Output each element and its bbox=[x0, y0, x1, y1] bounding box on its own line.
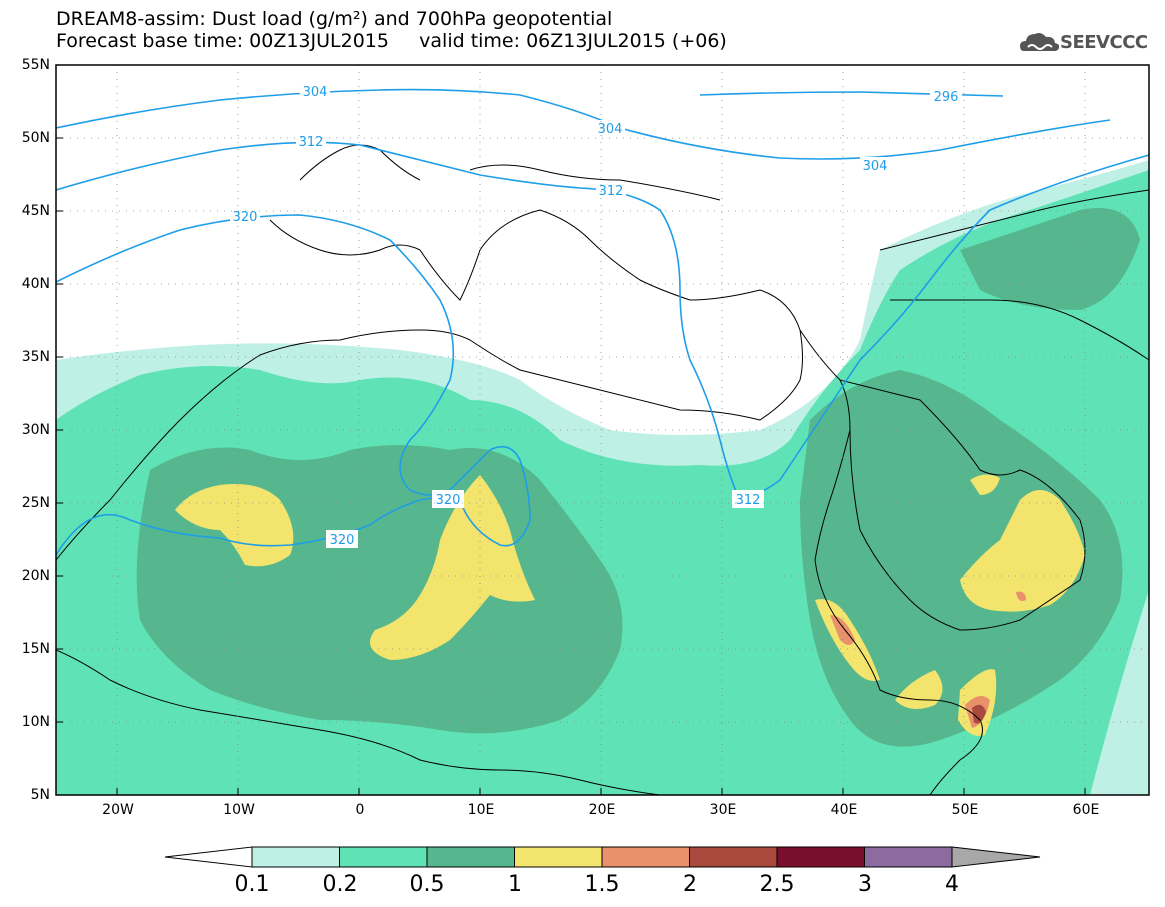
contour-label: 312 bbox=[736, 493, 761, 508]
lat-label: 20N bbox=[21, 568, 50, 584]
lon-label: 30E bbox=[709, 802, 737, 818]
colorbar-label: 1 bbox=[508, 872, 522, 897]
colorbar-label: 0.5 bbox=[409, 872, 445, 897]
contour-label-bg bbox=[230, 83, 962, 548]
lat-label: 45N bbox=[21, 203, 50, 219]
colorbar-label: 0.1 bbox=[234, 872, 270, 897]
colorbar-label: 2 bbox=[683, 872, 697, 897]
lat-label: 25N bbox=[21, 495, 50, 511]
lon-label: 10E bbox=[467, 802, 495, 818]
lat-label: 5N bbox=[30, 787, 50, 803]
contour-label: 320 bbox=[436, 493, 461, 508]
coastlines bbox=[56, 144, 1149, 795]
colorbar-label: 1.5 bbox=[584, 872, 620, 897]
lat-label: 15N bbox=[21, 641, 50, 657]
lon-label: 40E bbox=[830, 802, 858, 818]
map-gridlines bbox=[56, 64, 1149, 796]
contour-label: 312 bbox=[599, 184, 624, 199]
lat-label: 55N bbox=[21, 57, 50, 73]
lon-label: 10W bbox=[223, 802, 255, 818]
dust-level-1-1.5 bbox=[175, 474, 1085, 736]
contour-label: 304 bbox=[598, 122, 623, 137]
contour-label: 312 bbox=[299, 135, 324, 150]
colorbar-label: 4 bbox=[945, 872, 959, 897]
colorbar-label: 3 bbox=[858, 872, 872, 897]
contour-label: 304 bbox=[303, 85, 328, 100]
lat-label: 35N bbox=[21, 349, 50, 365]
axis-ticks bbox=[56, 64, 1086, 796]
contour-labels: 304 312 320 296 304 312 304 320 320 312 bbox=[233, 85, 959, 548]
map-title: DREAM8-assim: Dust load (g/m²) and 700hP… bbox=[56, 8, 613, 30]
lat-label: 40N bbox=[21, 276, 50, 292]
lon-label: 20E bbox=[588, 802, 616, 818]
lon-label: 50E bbox=[951, 802, 979, 818]
lat-label: 50N bbox=[21, 130, 50, 146]
contour-label: 304 bbox=[863, 159, 888, 174]
lon-label: 0 bbox=[355, 802, 365, 818]
contour-label: 320 bbox=[233, 210, 258, 225]
map-subtitle: Forecast base time: 00Z13JUL2015 valid t… bbox=[56, 30, 727, 52]
lon-label: 60E bbox=[1072, 802, 1100, 818]
cloud-logo-icon bbox=[1020, 33, 1060, 51]
logo-text: SEEVCCC bbox=[1060, 32, 1148, 53]
lon-label: 20W bbox=[102, 802, 134, 818]
contour-label: 296 bbox=[934, 90, 959, 105]
contour-label: 320 bbox=[330, 533, 355, 548]
colorbar-label: 2.5 bbox=[759, 872, 795, 897]
dust-level-2-2.5 bbox=[972, 704, 986, 724]
colorbar-label: 0.2 bbox=[322, 872, 358, 897]
lat-label: 10N bbox=[21, 714, 50, 730]
lat-label: 30N bbox=[21, 422, 50, 438]
